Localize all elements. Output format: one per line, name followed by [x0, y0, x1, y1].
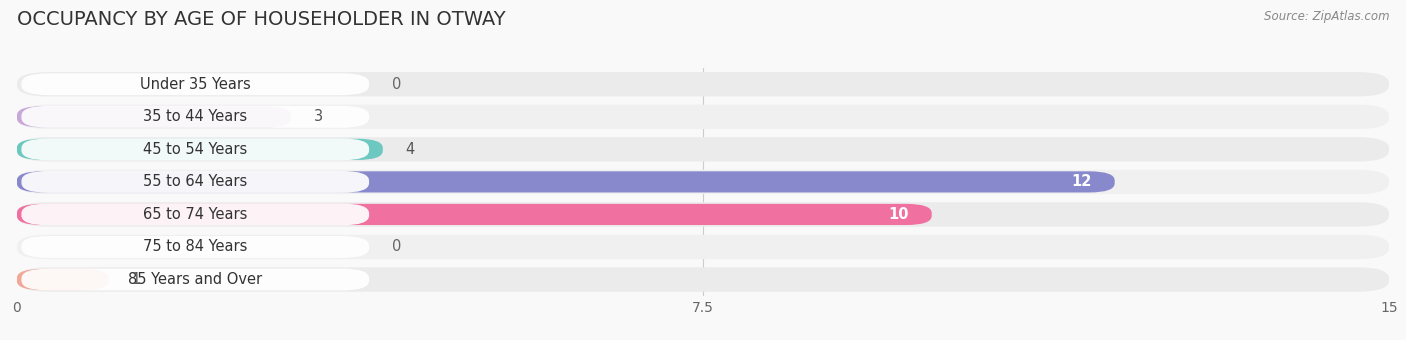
FancyBboxPatch shape [17, 202, 1389, 227]
Text: 75 to 84 Years: 75 to 84 Years [143, 239, 247, 254]
Text: 10: 10 [889, 207, 908, 222]
FancyBboxPatch shape [21, 138, 370, 160]
Text: 55 to 64 Years: 55 to 64 Years [143, 174, 247, 189]
Text: 0: 0 [392, 239, 401, 254]
FancyBboxPatch shape [17, 72, 1389, 97]
Text: 85 Years and Over: 85 Years and Over [128, 272, 263, 287]
FancyBboxPatch shape [21, 269, 370, 290]
FancyBboxPatch shape [17, 106, 291, 128]
Text: 3: 3 [314, 109, 323, 124]
Text: 4: 4 [406, 142, 415, 157]
FancyBboxPatch shape [17, 204, 932, 225]
FancyBboxPatch shape [17, 139, 382, 160]
FancyBboxPatch shape [17, 269, 108, 290]
Text: 45 to 54 Years: 45 to 54 Years [143, 142, 247, 157]
FancyBboxPatch shape [21, 73, 370, 95]
FancyBboxPatch shape [21, 171, 370, 193]
Text: Under 35 Years: Under 35 Years [139, 77, 250, 92]
Text: 12: 12 [1071, 174, 1092, 189]
Text: 35 to 44 Years: 35 to 44 Years [143, 109, 247, 124]
FancyBboxPatch shape [21, 236, 370, 258]
FancyBboxPatch shape [17, 105, 1389, 129]
Text: 65 to 74 Years: 65 to 74 Years [143, 207, 247, 222]
FancyBboxPatch shape [17, 137, 1389, 162]
FancyBboxPatch shape [17, 170, 1389, 194]
Text: 0: 0 [392, 77, 401, 92]
FancyBboxPatch shape [21, 106, 370, 128]
Text: Source: ZipAtlas.com: Source: ZipAtlas.com [1264, 10, 1389, 23]
FancyBboxPatch shape [21, 204, 370, 225]
Text: 1: 1 [131, 272, 141, 287]
FancyBboxPatch shape [17, 235, 1389, 259]
FancyBboxPatch shape [17, 267, 1389, 292]
FancyBboxPatch shape [17, 171, 1115, 192]
Text: OCCUPANCY BY AGE OF HOUSEHOLDER IN OTWAY: OCCUPANCY BY AGE OF HOUSEHOLDER IN OTWAY [17, 10, 506, 29]
